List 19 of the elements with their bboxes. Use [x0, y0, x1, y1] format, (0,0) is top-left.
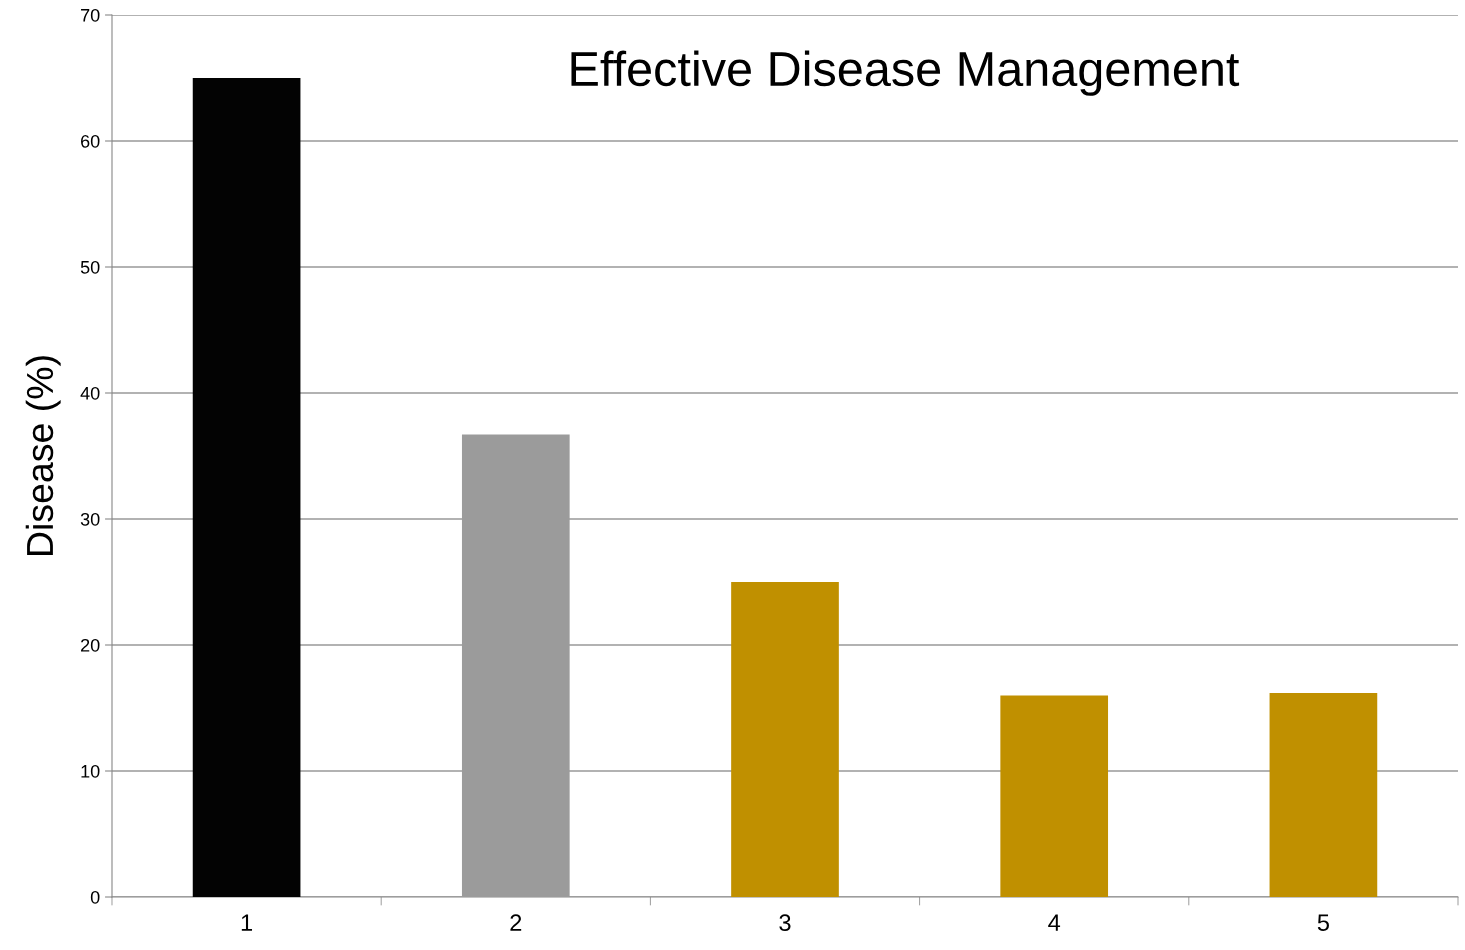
x-tick-label: 3	[779, 914, 791, 932]
bar	[1000, 695, 1109, 897]
y-tick-label: 60	[81, 134, 100, 148]
y-tick-label: 30	[80, 512, 100, 526]
bar	[192, 78, 301, 897]
y-tick-label: 20	[81, 638, 100, 652]
y-tick-label: 40	[80, 386, 100, 400]
x-tick-label: 5	[1317, 914, 1329, 932]
y-axis-title: Disease (%)	[25, 356, 61, 556]
y-tick-label: 70	[81, 8, 100, 22]
bar	[1269, 692, 1378, 897]
x-tick-label: 1	[241, 914, 253, 931]
text: Effective Disease Management	[571, 50, 1240, 96]
bar	[731, 582, 839, 897]
x-tick-label: 4	[1048, 914, 1061, 931]
y-tick-label: 0	[90, 890, 100, 904]
y-tick-label: 10	[81, 764, 100, 778]
x-tick-label: 2	[510, 914, 522, 931]
y-tick-label: 50	[80, 260, 100, 274]
